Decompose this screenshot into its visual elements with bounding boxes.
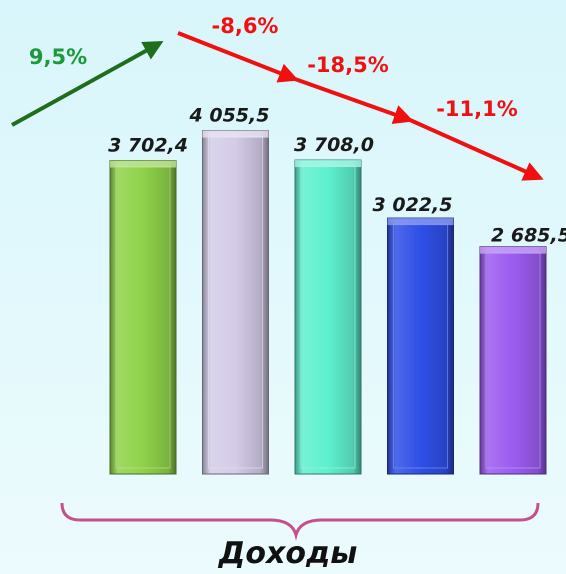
change-label-3: -18,5% bbox=[307, 53, 389, 77]
trend-arrow-3 bbox=[294, 77, 414, 125]
bar-3 bbox=[294, 159, 362, 475]
value-label-2: 4 055,5 bbox=[189, 105, 270, 127]
change-label-2: -8,6% bbox=[212, 14, 279, 38]
trend-arrows-group bbox=[11, 31, 544, 181]
trend-arrow-4 bbox=[409, 118, 544, 181]
change-labels-group: 9,5% -8,6% -18,5% -11,1% bbox=[29, 14, 518, 121]
bar-1 bbox=[109, 160, 177, 475]
bar-5 bbox=[479, 246, 547, 475]
category-bracket bbox=[60, 502, 540, 541]
trend-arrow-2 bbox=[177, 31, 299, 83]
category-title: Доходы bbox=[218, 536, 358, 571]
trend-arrow-1 bbox=[11, 41, 164, 127]
value-label-1: 3 702,4 bbox=[108, 135, 188, 157]
bar-4 bbox=[387, 217, 454, 475]
value-label-4: 3 022,5 bbox=[373, 194, 453, 216]
bars-group bbox=[109, 130, 547, 475]
value-label-5: 2 685,5 bbox=[491, 225, 566, 247]
value-labels-group: 3 702,44 055,5 3 708,0 3 022,5 2 685,5 bbox=[108, 105, 566, 247]
bar-2 bbox=[202, 130, 269, 475]
change-label-1: 9,5% bbox=[29, 45, 87, 69]
value-label-3: 3 708,0 bbox=[294, 134, 374, 156]
change-label-4: -11,1% bbox=[436, 97, 518, 121]
